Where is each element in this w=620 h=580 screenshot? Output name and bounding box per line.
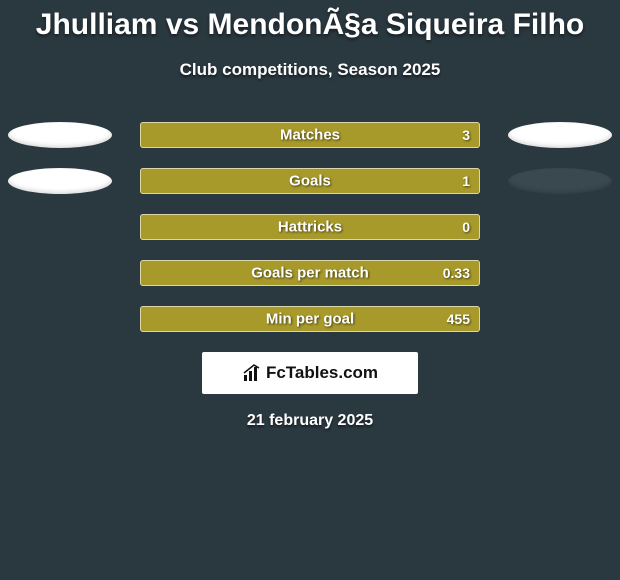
left-ellipse <box>8 168 112 194</box>
left-ellipse <box>8 260 112 286</box>
right-ellipse <box>508 306 612 332</box>
stat-row: Goals 1 <box>0 168 620 194</box>
logo-text: FcTables.com <box>266 363 378 383</box>
right-ellipse <box>508 214 612 240</box>
stat-value: 0 <box>462 219 470 235</box>
left-ellipse <box>8 306 112 332</box>
stat-row: Min per goal 455 <box>0 306 620 332</box>
logo-inner: FcTables.com <box>242 363 378 383</box>
stat-bar: Hattricks 0 <box>140 214 480 240</box>
stat-bar: Goals per match 0.33 <box>140 260 480 286</box>
right-ellipse <box>508 260 612 286</box>
left-ellipse <box>8 122 112 148</box>
stat-row: Goals per match 0.33 <box>0 260 620 286</box>
stat-bar: Matches 3 <box>140 122 480 148</box>
right-ellipse <box>508 168 612 194</box>
stats-area: Matches 3 Goals 1 Hattricks 0 Goals per match 0… <box>0 122 620 332</box>
stat-row: Hattricks 0 <box>0 214 620 240</box>
stat-value: 0.33 <box>443 265 470 281</box>
chart-icon <box>242 363 262 383</box>
stat-label: Goals per match <box>251 265 369 282</box>
stat-label: Matches <box>280 127 340 144</box>
stat-value: 455 <box>447 311 470 327</box>
stat-label: Goals <box>289 173 331 190</box>
stat-value: 1 <box>462 173 470 189</box>
left-ellipse <box>8 214 112 240</box>
date-text: 21 february 2025 <box>0 412 620 430</box>
stat-label: Min per goal <box>266 311 354 328</box>
stat-bar: Min per goal 455 <box>140 306 480 332</box>
stat-bar: Goals 1 <box>140 168 480 194</box>
right-ellipse <box>508 122 612 148</box>
stat-value: 3 <box>462 127 470 143</box>
subtitle: Club competitions, Season 2025 <box>0 60 620 80</box>
logo-box[interactable]: FcTables.com <box>202 352 418 394</box>
page-title: Jhulliam vs MendonÃ§a Siqueira Filho <box>0 0 620 42</box>
stat-row: Matches 3 <box>0 122 620 148</box>
stat-label: Hattricks <box>278 219 342 236</box>
